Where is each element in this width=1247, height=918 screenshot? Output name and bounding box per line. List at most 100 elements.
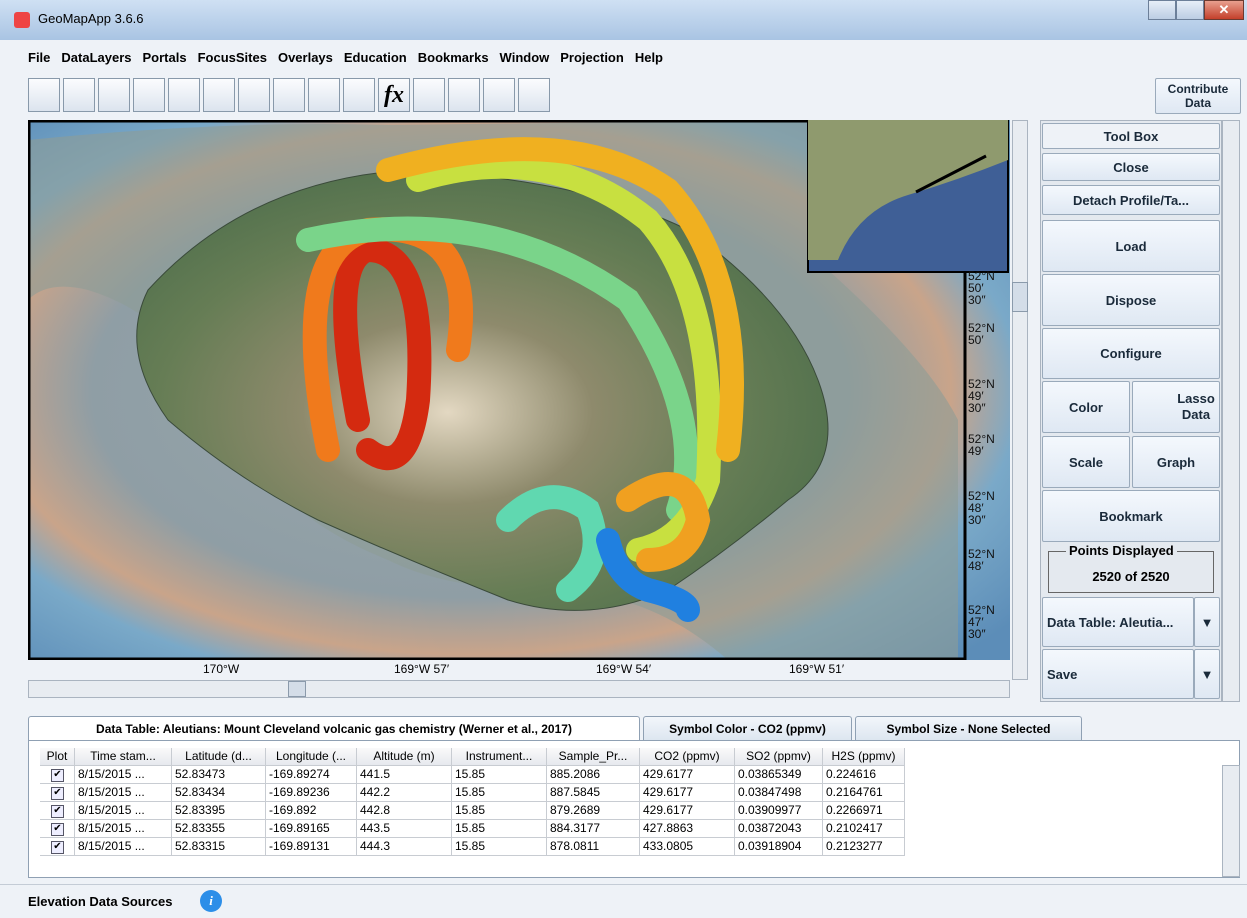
column-header[interactable]: CO2 (ppmv) [640, 748, 735, 766]
tool-icon[interactable] [413, 78, 445, 112]
lasso-data-button[interactable]: Lasso Data [1132, 381, 1220, 433]
close-button[interactable]: ✕ [1204, 0, 1244, 20]
scroll-thumb[interactable] [1012, 282, 1028, 312]
menu-item[interactable]: Help [634, 50, 663, 65]
column-header[interactable]: SO2 (ppmv) [735, 748, 823, 766]
app-icon [14, 12, 30, 28]
table-cell: 433.0805 [640, 838, 735, 856]
inset-arrow [915, 154, 987, 194]
menu-item[interactable]: FocusSites [197, 50, 267, 65]
column-header[interactable]: Altitude (m) [357, 748, 452, 766]
table-scrollbar[interactable] [1222, 765, 1240, 877]
column-header[interactable]: Instrument... [452, 748, 547, 766]
tool-icon[interactable] [518, 78, 550, 112]
load-button[interactable]: Load [1042, 220, 1220, 272]
table-cell: 879.2689 [547, 802, 640, 820]
tool-icon[interactable]: fx [378, 78, 410, 112]
tab[interactable]: Symbol Size - None Selected [855, 716, 1082, 740]
map [28, 120, 1010, 660]
checkbox[interactable]: ✔ [51, 823, 64, 836]
menu-item[interactable]: Bookmarks [417, 50, 489, 65]
column-header[interactable]: H2S (ppmv) [823, 748, 905, 766]
table-cell: 442.8 [357, 802, 452, 820]
data-table-combo[interactable]: Data Table: Aleutia... [1042, 597, 1194, 647]
combo-arrow[interactable]: ▼ [1194, 597, 1220, 647]
tool-icon[interactable] [63, 78, 95, 112]
track [296, 216, 699, 522]
table-cell: 0.2123277 [823, 838, 905, 856]
tool-icon[interactable] [28, 78, 60, 112]
tab[interactable]: Symbol Color - CO2 (ppmv) [643, 716, 852, 740]
menu-item[interactable]: DataLayers [61, 50, 132, 65]
latitude-label: 52°N 47′ 30″ [968, 604, 995, 640]
save-combo[interactable]: Save [1042, 649, 1194, 699]
contribute-data-button[interactable]: Contribute Data [1155, 78, 1241, 114]
column-header[interactable]: Plot [40, 748, 75, 766]
combo-arrow[interactable]: ▼ [1194, 649, 1220, 699]
latitude-label-line: 52°N [968, 489, 995, 503]
minimize-button[interactable] [1148, 0, 1176, 20]
tab[interactable]: Data Table: Aleutians: Mount Cleveland v… [28, 716, 640, 740]
menu-item[interactable]: Overlays [277, 50, 333, 65]
configure-button[interactable]: Configure [1042, 328, 1220, 379]
longitude-label: 169°W 54′ [596, 662, 652, 676]
table-cell: 15.85 [452, 766, 547, 784]
menu-item[interactable]: File [28, 50, 51, 65]
detach-button[interactable]: Detach Profile/Ta... [1042, 185, 1220, 215]
horizontal-scrollbar[interactable] [28, 680, 1010, 698]
table-cell: 15.85 [452, 802, 547, 820]
menu-item[interactable]: Portals [142, 50, 187, 65]
tool-icon[interactable] [343, 78, 375, 112]
track [596, 528, 700, 622]
tool-icon[interactable] [203, 78, 235, 112]
scale-button[interactable]: Scale [1042, 436, 1130, 488]
table-cell: 442.2 [357, 784, 452, 802]
dispose-button[interactable]: Dispose [1042, 274, 1220, 326]
table-cell: -169.89236 [266, 784, 357, 802]
toolbar: fx [28, 76, 568, 116]
bookmark-button[interactable]: Bookmark [1042, 490, 1220, 542]
column-header[interactable]: Latitude (d... [172, 748, 266, 766]
column-header[interactable]: Sample_Pr... [547, 748, 640, 766]
menu-item[interactable]: Education [343, 50, 407, 65]
color-button[interactable]: Color [1042, 381, 1130, 433]
table-cell: 0.03847498 [735, 784, 823, 802]
tool-box-title: Tool Box [1042, 123, 1220, 149]
maximize-button[interactable] [1176, 0, 1204, 20]
table-cell: -169.89131 [266, 838, 357, 856]
tool-icon[interactable] [133, 78, 165, 112]
column-header[interactable]: Longitude (... [266, 748, 357, 766]
tool-icon[interactable] [483, 78, 515, 112]
tool-icon[interactable] [98, 78, 130, 112]
tool-icon[interactable] [308, 78, 340, 112]
info-icon[interactable]: i [200, 890, 222, 912]
checkbox[interactable]: ✔ [51, 841, 64, 854]
checkbox[interactable]: ✔ [51, 769, 64, 782]
vertical-scrollbar[interactable] [1012, 120, 1028, 680]
latitude-label-line: 52°N [968, 269, 995, 283]
tool-icon[interactable] [238, 78, 270, 112]
tool-icon[interactable] [168, 78, 200, 112]
menu-item[interactable]: Projection [560, 50, 624, 65]
table-cell: 443.5 [357, 820, 452, 838]
toolbox-scrollbar[interactable] [1222, 120, 1240, 702]
table-cell: 52.83315 [172, 838, 266, 856]
plot-checkbox-cell: ✔ [40, 784, 75, 802]
plot-checkbox-cell: ✔ [40, 838, 75, 856]
table-cell: 15.85 [452, 838, 547, 856]
table-cell: 0.03909977 [735, 802, 823, 820]
latitude-label: 52°N 50′ [968, 322, 995, 346]
column-header[interactable]: Time stam... [75, 748, 172, 766]
table-cell: 15.85 [452, 784, 547, 802]
checkbox[interactable]: ✔ [51, 787, 64, 800]
close-tool-button[interactable]: Close [1042, 153, 1220, 181]
table-cell: 427.8863 [640, 820, 735, 838]
checkbox[interactable]: ✔ [51, 805, 64, 818]
scroll-thumb[interactable] [288, 681, 306, 697]
menu-item[interactable]: Window [499, 50, 550, 65]
tool-icon[interactable] [448, 78, 480, 112]
graph-button[interactable]: Graph [1132, 436, 1220, 488]
points-count: 2520 of 2520 [1092, 569, 1170, 584]
tool-icon[interactable] [273, 78, 305, 112]
latitude-label-line: 52°N [968, 603, 995, 617]
